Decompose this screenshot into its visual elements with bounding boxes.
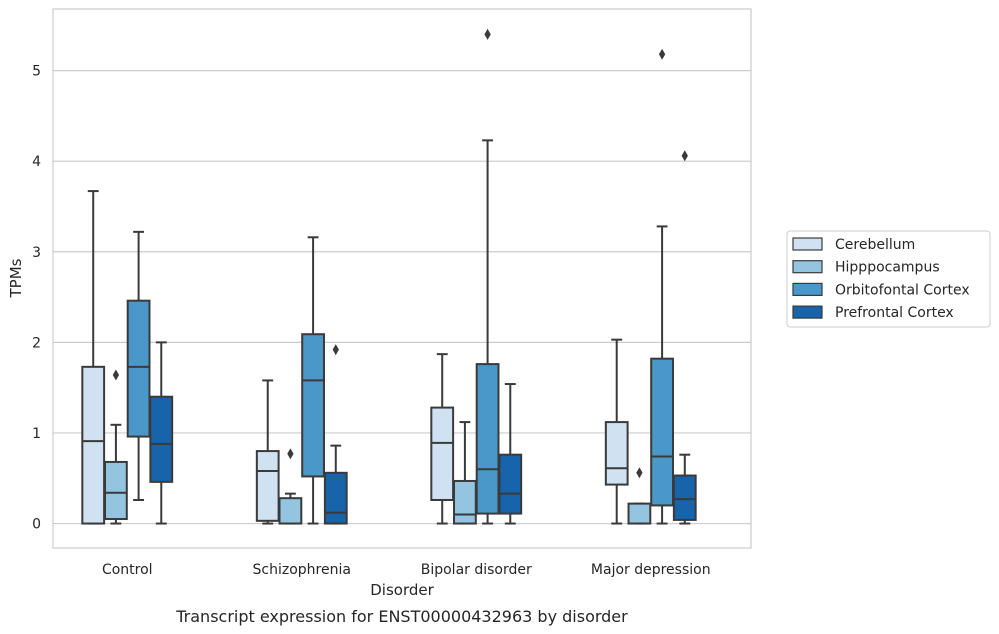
box-hipppocampus — [453, 421, 477, 525]
outlier-point — [636, 467, 643, 479]
box-orbitofontal-cortex — [301, 236, 325, 525]
outlier-point — [112, 369, 120, 381]
box-prefrontal-cortex — [498, 383, 523, 525]
box-iqr — [650, 357, 674, 507]
box-cerebellum — [604, 338, 629, 525]
x-tick-label: Bipolar disorder — [421, 562, 532, 578]
box-iqr — [453, 479, 477, 525]
y-tick-label: 5 — [32, 64, 41, 80]
box-cerebellum — [255, 379, 280, 525]
box-iqr — [104, 460, 128, 521]
x-axis-title: Disorder — [370, 581, 434, 599]
legend-label: Cerebellum — [835, 237, 915, 253]
legend-swatch — [792, 237, 823, 251]
legend: Cerebellum Hipppocampus Orbitofontal Corte… — [786, 230, 991, 328]
box-iqr — [255, 450, 280, 522]
box-hipppocampus — [627, 467, 652, 525]
box-prefrontal-cortex — [149, 341, 174, 525]
x-tick-label: Schizophrenia — [253, 562, 351, 578]
x-tick-label: Control — [102, 562, 153, 578]
box-iqr — [498, 453, 523, 515]
legend-label: Orbitofontal Cortex — [835, 282, 970, 298]
legend-frame — [786, 230, 991, 328]
box-hipppocampus — [104, 369, 128, 525]
legend-swatch — [792, 260, 823, 274]
x-tick-labels: Control Schizophrenia Bipolar disorder Majo… — [102, 562, 711, 578]
outlier-point — [658, 48, 666, 60]
box-iqr — [430, 406, 455, 501]
legend-label: Hipppocampus — [835, 260, 940, 276]
outlier-point — [332, 344, 339, 356]
y-axis-title: TPMs — [7, 258, 25, 298]
box-cerebellum — [81, 190, 106, 525]
box-orbitofontal-cortex — [650, 48, 674, 525]
y-tick-label: 1 — [32, 426, 41, 442]
box-iqr — [81, 365, 106, 525]
legend-label: Prefrontal Cortex — [835, 305, 954, 321]
y-tick-label: 2 — [32, 335, 41, 351]
box-iqr — [475, 363, 500, 515]
box-hipppocampus — [278, 448, 303, 525]
y-tick-label: 3 — [32, 245, 41, 261]
box-cerebellum — [430, 353, 455, 525]
box-prefrontal-cortex — [672, 150, 697, 525]
y-tick-label: 4 — [32, 154, 41, 170]
box-iqr — [278, 497, 303, 525]
box-iqr — [301, 333, 325, 478]
box-iqr — [149, 395, 174, 483]
box-orbitofontal-cortex — [475, 28, 500, 525]
y-tick-labels: 0 1 2 3 4 5 — [32, 64, 41, 533]
legend-items: Cerebellum Hipppocampus Orbitofontal Corte… — [792, 237, 970, 321]
box-orbitofontal-cortex — [126, 230, 151, 501]
box-prefrontal-cortex — [323, 344, 348, 525]
box-iqr — [126, 299, 151, 438]
plot-frame — [52, 8, 752, 549]
x-tick-label: Major depression — [591, 562, 711, 578]
legend-swatch — [792, 305, 823, 319]
outlier-point — [287, 448, 294, 460]
box-iqr — [672, 474, 697, 521]
box-iqr — [604, 421, 629, 486]
box-iqr — [323, 471, 348, 525]
outlier-point — [681, 150, 688, 162]
outlier-point — [484, 28, 491, 40]
y-tick-label: 0 — [32, 517, 41, 533]
box-iqr — [627, 502, 652, 525]
legend-swatch — [792, 282, 823, 296]
figure-caption: Transcript expression for ENST0000043296… — [175, 607, 628, 626]
box-series — [81, 28, 697, 525]
